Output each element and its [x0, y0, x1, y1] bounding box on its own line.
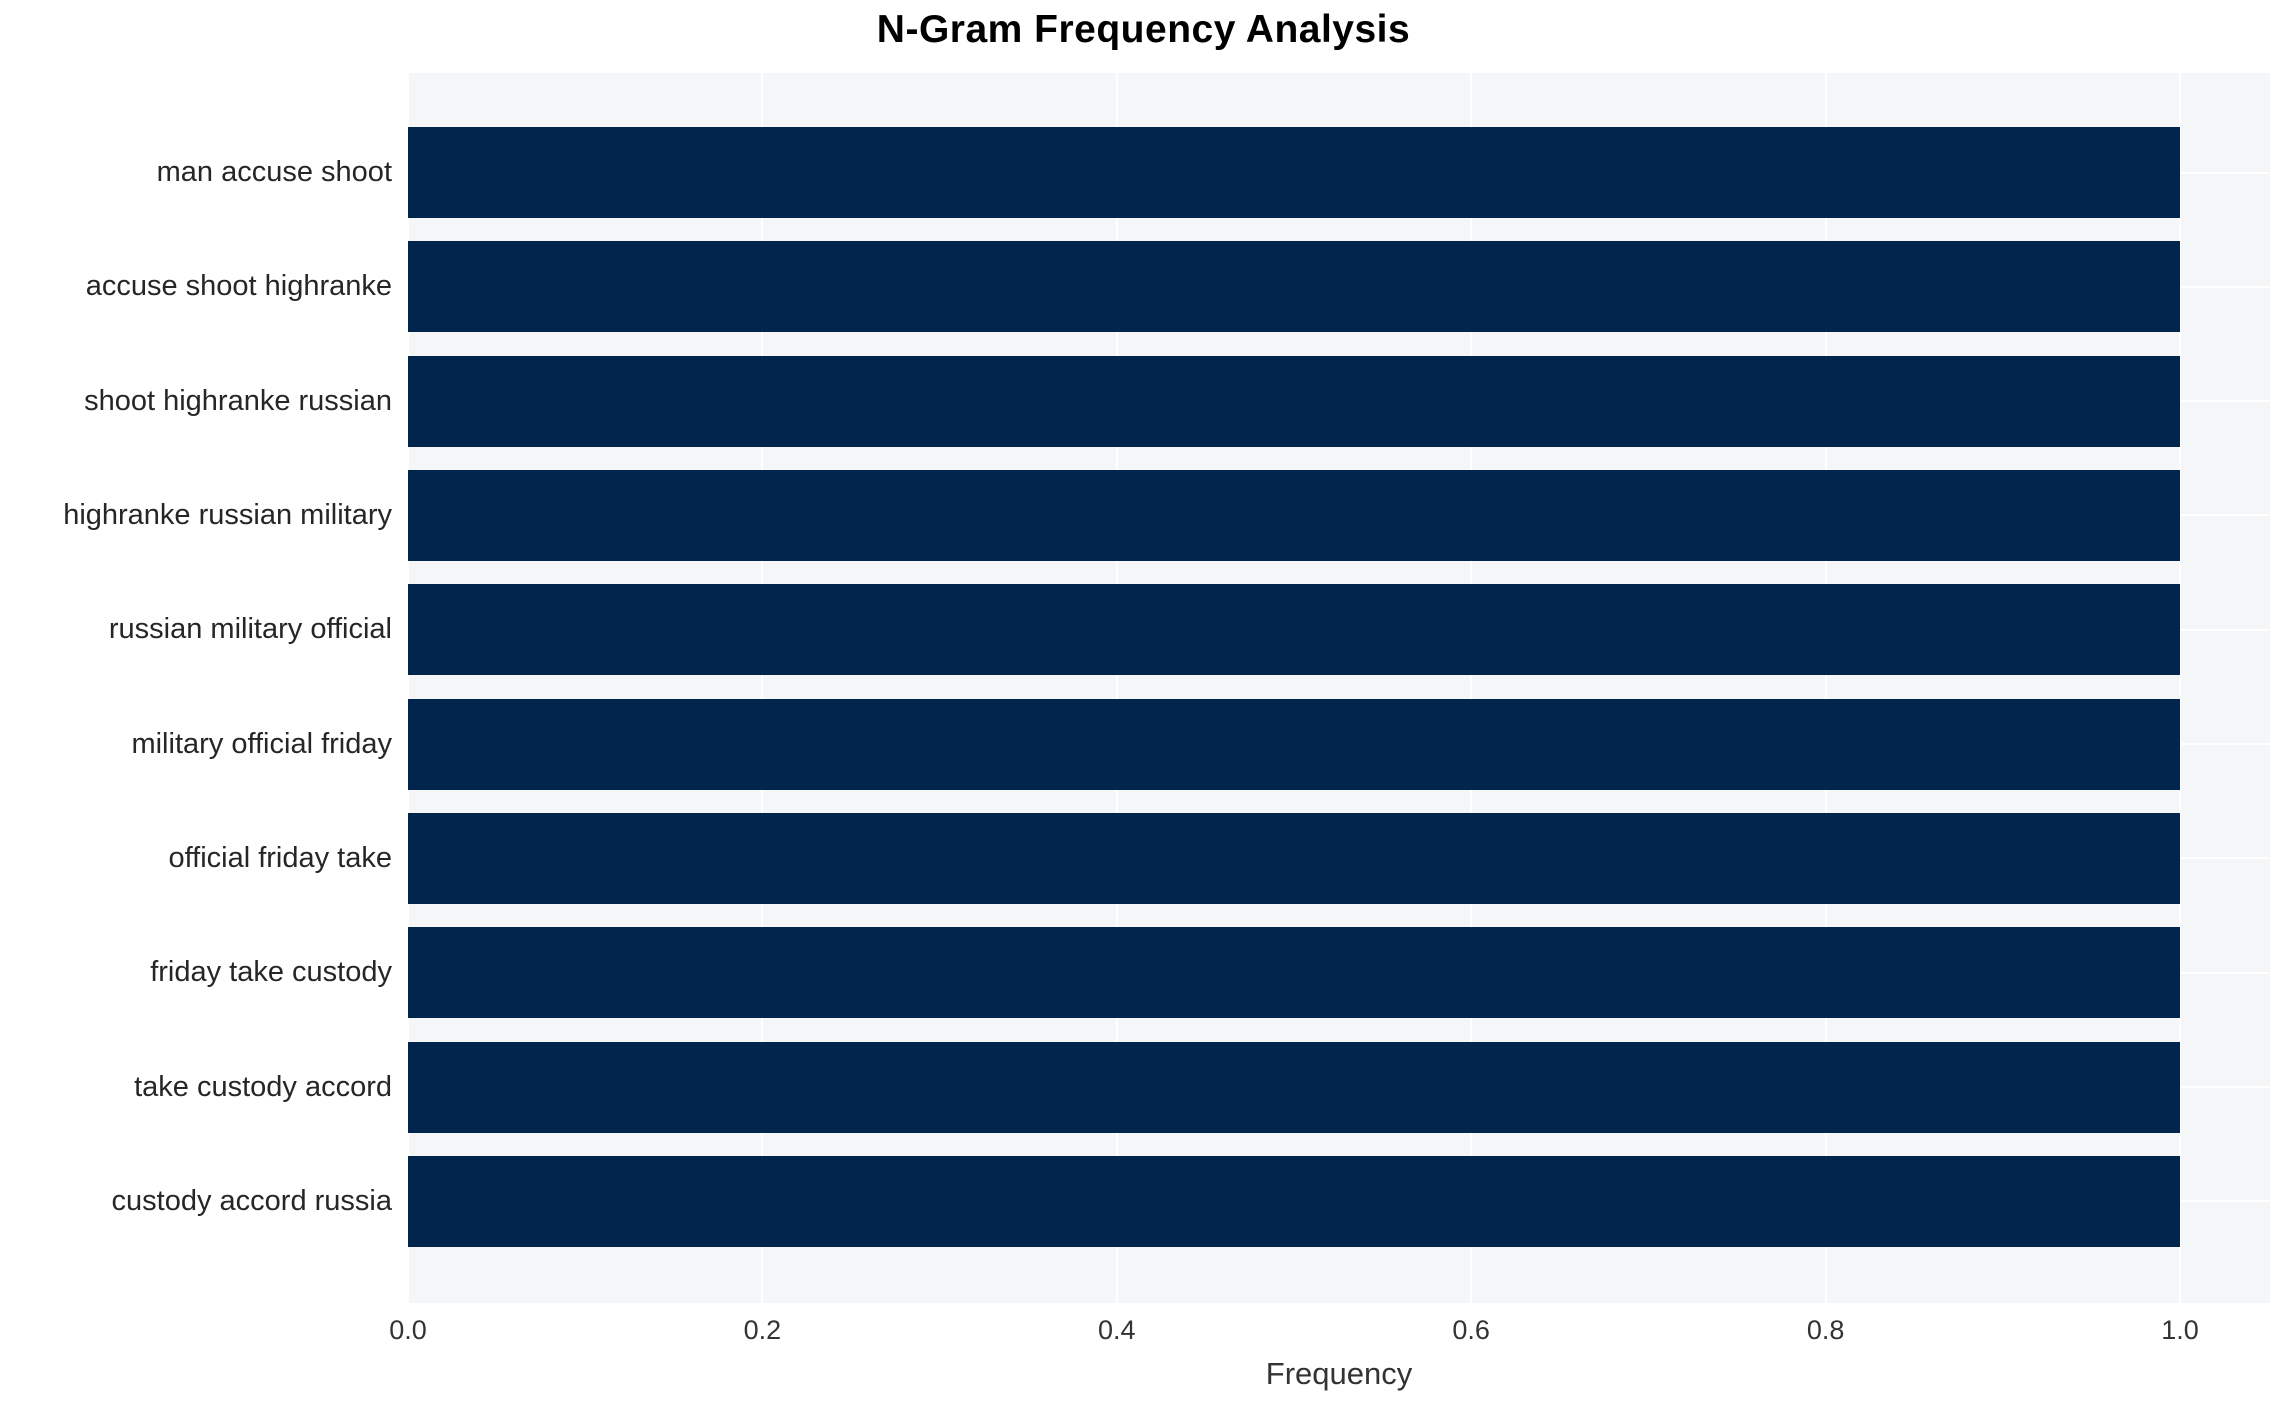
- y-tick-label: custody accord russia: [111, 1184, 392, 1217]
- x-axis-label: Frequency: [1265, 1356, 1413, 1391]
- y-tick-label: military official friday: [131, 727, 392, 760]
- x-tick-label: 0.4: [1098, 1315, 1136, 1345]
- x-tick-label: 1.0: [2161, 1315, 2199, 1345]
- y-tick-label: official friday take: [168, 841, 392, 874]
- y-tick-label: shoot highranke russian: [84, 384, 392, 417]
- x-gridline: [408, 73, 409, 1303]
- x-tick-label: 0.0: [389, 1315, 427, 1345]
- x-tick-label: 0.2: [743, 1315, 782, 1345]
- x-tick-label: 0.8: [1806, 1315, 1845, 1345]
- chart-title: N-Gram Frequency Analysis: [876, 8, 1411, 51]
- bar: [408, 812, 2180, 904]
- bar: [408, 1041, 2180, 1133]
- bar: [408, 355, 2180, 447]
- y-tick-label: russian military official: [108, 613, 392, 646]
- x-tick-label: 0.6: [1452, 1315, 1490, 1345]
- bar: [408, 127, 2180, 218]
- y-tick-label: highranke russian military: [63, 498, 392, 531]
- bar: [408, 469, 2180, 561]
- plot-area: [408, 73, 2270, 1303]
- y-tick-label: man accuse shoot: [156, 156, 392, 188]
- y-tick-label: friday take custody: [150, 956, 392, 989]
- bar: [408, 927, 2180, 1019]
- x-gridline: [1115, 73, 1118, 1303]
- x-gridline: [761, 73, 764, 1303]
- x-gridline: [1824, 73, 1827, 1303]
- y-tick-label: take custody accord: [134, 1070, 392, 1103]
- bar: [408, 584, 2180, 676]
- bar: [408, 1155, 2180, 1247]
- bar: [408, 698, 2180, 790]
- x-gridline: [1470, 73, 1473, 1303]
- y-tick-label: accuse shoot highranke: [85, 270, 392, 303]
- bar: [408, 241, 2180, 333]
- x-gridline: [2179, 73, 2181, 1303]
